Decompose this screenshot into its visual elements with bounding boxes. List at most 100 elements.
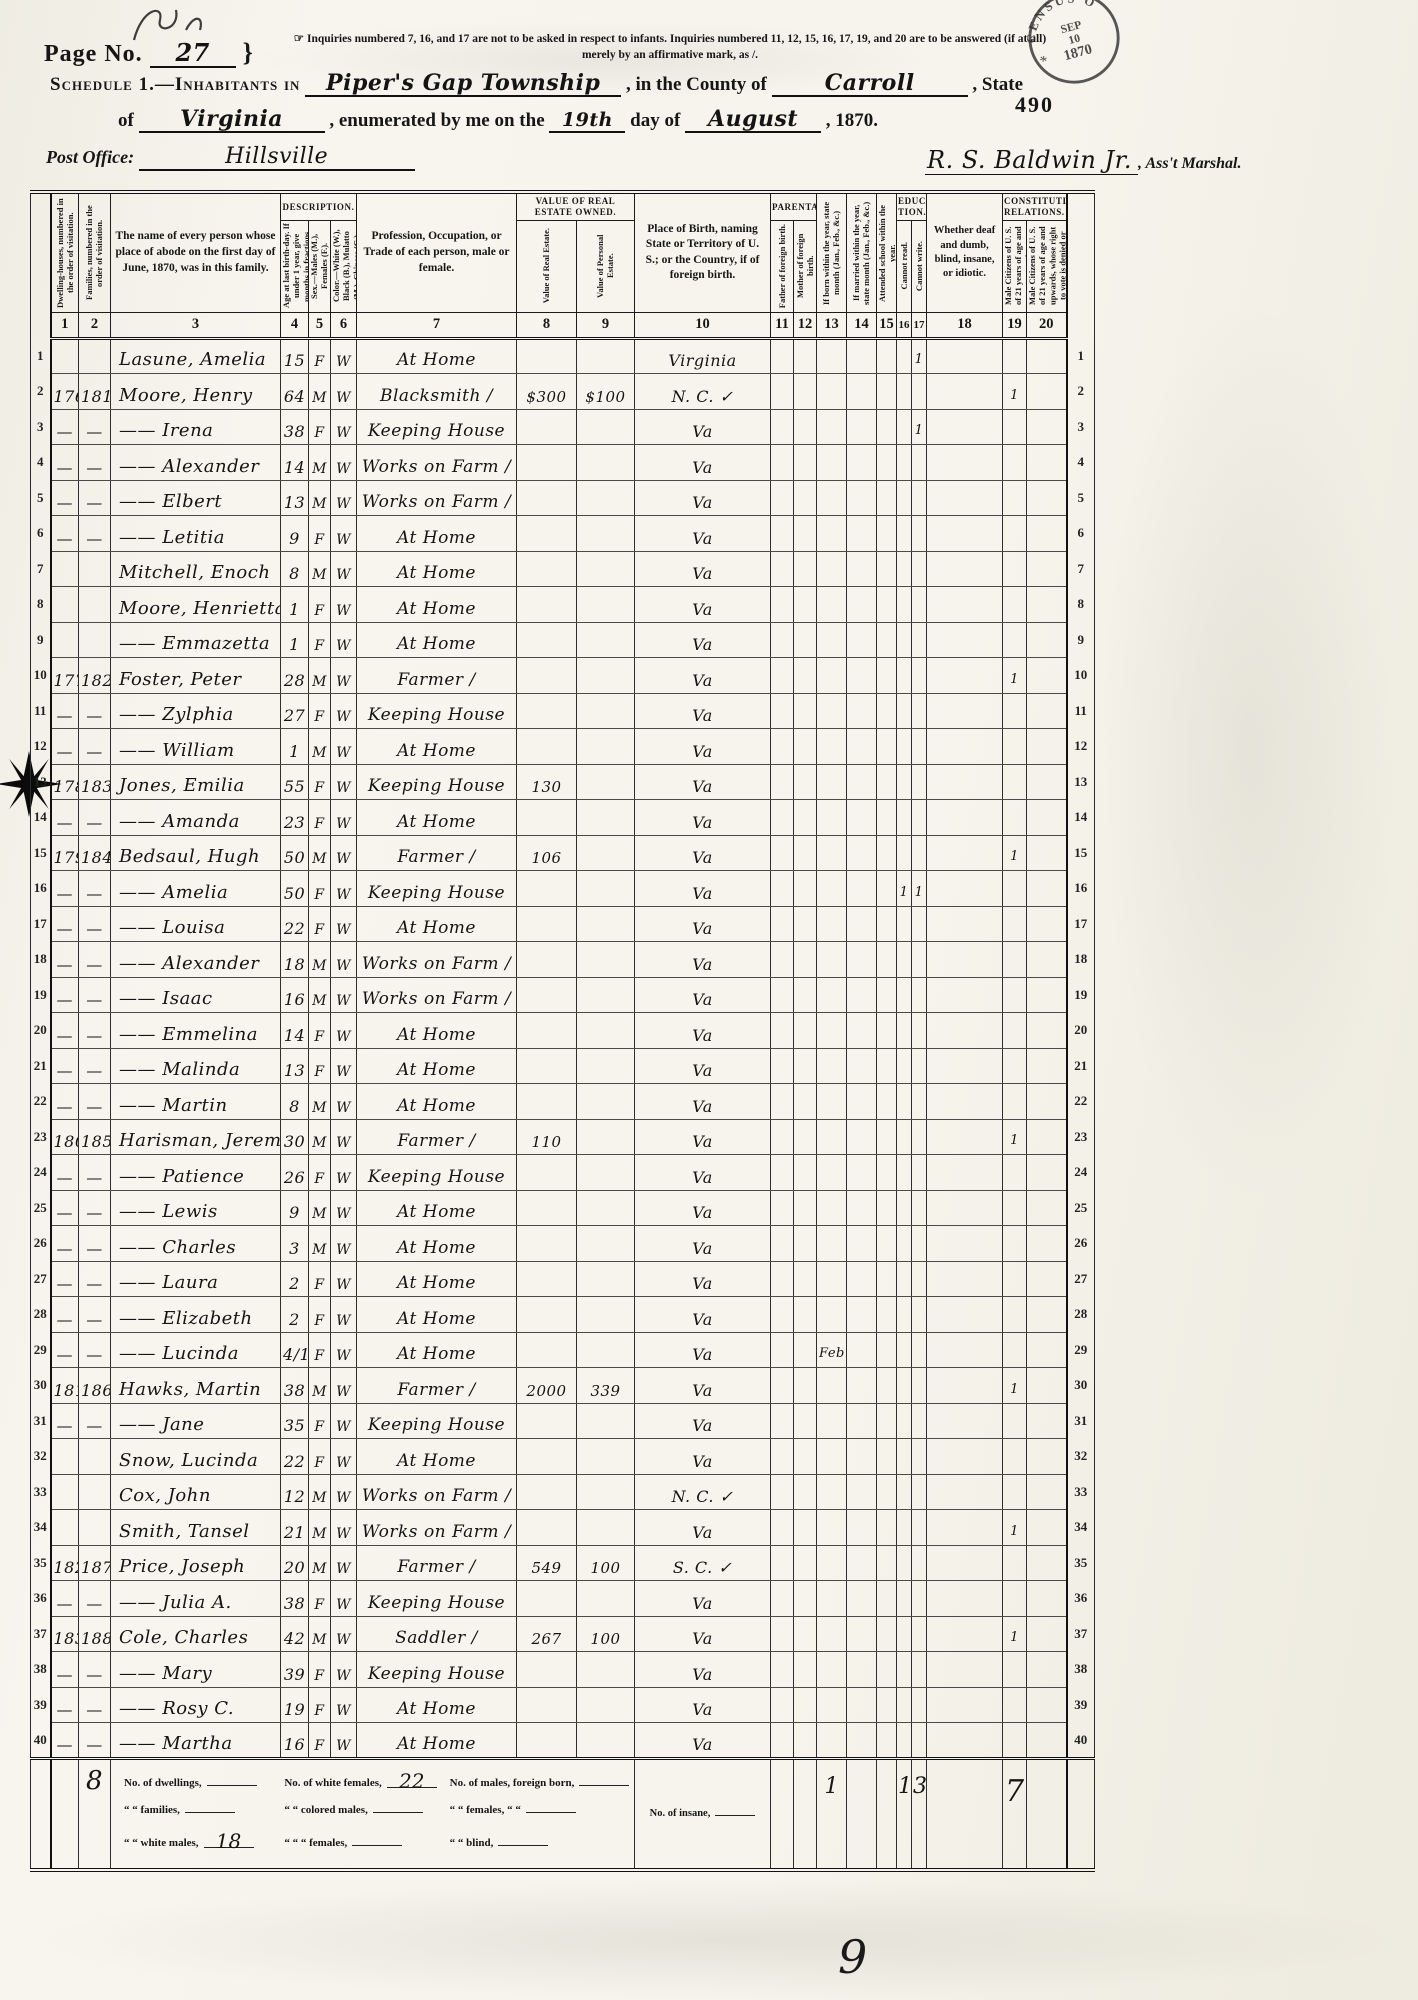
cell-deaf-dumb: [926, 1154, 1004, 1191]
table-row: 8 Moore, Henrietta 1 F W At Home Va 8: [30, 586, 1096, 623]
paper-smudge: [40, 1880, 1400, 2000]
cell-vote-denied: [1026, 1580, 1067, 1617]
row-number-left: 11: [30, 693, 52, 729]
cell-father-foreign: [770, 1474, 795, 1510]
cell-born-month: [816, 622, 848, 658]
post-office-label: Post Office:: [46, 147, 135, 167]
cell-real-estate: [516, 1403, 578, 1439]
stamp-month: SEP: [1059, 19, 1083, 36]
cell-color: W: [330, 1332, 358, 1368]
cell-vote-denied: [1026, 693, 1067, 729]
cell-father-foreign: [770, 1119, 795, 1155]
cell-name: —— Isaac: [110, 977, 281, 1013]
cell-name: —— Charles: [110, 1225, 281, 1262]
cell-personal-estate: [576, 728, 636, 765]
cell-birthplace: Virginia: [634, 338, 772, 374]
table-row: 18 — — —— Alexander 18 M W Works on Farm…: [30, 941, 1096, 978]
cell-sex: M: [308, 1119, 331, 1155]
table-row: 36 — — —— Julia A. 38 F W Keeping House …: [30, 1580, 1096, 1617]
county-value: Carroll: [771, 72, 968, 97]
schedule-line-2: of Virginia , enumerated by me on the 19…: [118, 108, 878, 133]
cell-age: 13: [280, 1048, 309, 1084]
summary-dwelling-cell: [50, 1756, 79, 1872]
cell-born-month: [816, 977, 848, 1013]
cell-color: W: [330, 693, 358, 729]
cell-school: [876, 1225, 898, 1262]
cell-color: W: [330, 444, 358, 481]
cell-married-month: [846, 444, 878, 481]
cell-born-month: Feb: [816, 1332, 848, 1368]
cell-school: [876, 906, 898, 942]
cell-dwelling-number: —: [50, 1261, 79, 1297]
cell-mother-foreign: [793, 1225, 818, 1262]
pen-squiggle: [132, 9, 202, 41]
cell-sex: F: [308, 1261, 331, 1297]
cell-birthplace: Va: [634, 1332, 772, 1368]
cell-vote-denied: [1026, 1474, 1067, 1510]
cell-cannot-read: [896, 409, 913, 445]
cell-name: —— Amelia: [110, 870, 281, 907]
cell-real-estate: [516, 1580, 578, 1617]
cell-vote-denied: [1026, 444, 1067, 481]
cell-occupation: Keeping House: [356, 1580, 518, 1617]
cell-age: 13: [280, 480, 309, 516]
cell-deaf-dumb: [926, 941, 1004, 978]
cell-sex: M: [308, 728, 331, 765]
cell-father-foreign: [770, 373, 795, 410]
cell-married-month: [846, 1190, 878, 1226]
cell-dwelling-number: —: [50, 1012, 79, 1049]
cell-name: —— Zylphia: [110, 693, 281, 729]
row-number-right: 16: [1065, 870, 1096, 906]
cell-father-foreign: [770, 1083, 795, 1120]
cell-cannot-read: [896, 657, 913, 694]
cell-school: [876, 444, 898, 481]
cell-married-month: [846, 622, 878, 658]
cell-cannot-read: [896, 835, 913, 871]
col-header-school: Attended school within the year.: [876, 191, 898, 313]
cell-vote-denied: [1026, 1509, 1067, 1546]
cell-personal-estate: [576, 1190, 636, 1226]
cell-school: [876, 1545, 898, 1581]
cell-family-number: —: [78, 1261, 111, 1297]
col-header-families: Families, numbered in the order of visit…: [78, 191, 111, 313]
cell-mother-foreign: [793, 728, 818, 765]
cell-age: 16: [280, 1722, 309, 1759]
cell-birthplace: Va: [634, 1722, 772, 1759]
cell-birthplace: Va: [634, 977, 772, 1013]
printed-page-number: 490: [1015, 92, 1054, 117]
cell-sex: F: [308, 764, 331, 800]
cell-color: W: [330, 1261, 358, 1297]
cell-name: —— Laura: [110, 1261, 281, 1297]
cell-color: W: [330, 409, 358, 445]
cell-father-foreign: [770, 657, 795, 694]
page-no-value: 27: [149, 41, 236, 68]
cell-cannot-write: 1: [911, 338, 928, 374]
cell-school: [876, 1296, 898, 1333]
cell-deaf-dumb: [926, 1722, 1004, 1759]
cell-sex: F: [308, 1722, 331, 1759]
row-number-right: 3: [1065, 409, 1096, 445]
cell-name: —— Lewis: [110, 1190, 281, 1226]
summary-item: “ “ white males, 18: [124, 1831, 284, 1851]
cell-father-foreign: [770, 480, 795, 516]
cell-vote-denied: [1026, 870, 1067, 907]
summary-item: “ “ families,: [124, 1804, 284, 1816]
cell-father-foreign: [770, 1509, 795, 1546]
cell-dwelling-number: —: [50, 1296, 79, 1333]
paper-smudge: [1100, 300, 1400, 1200]
cell-family-number: —: [78, 870, 111, 907]
cell-color: W: [330, 870, 358, 907]
cell-married-month: [846, 1687, 878, 1723]
cell-born-month: [816, 1083, 848, 1120]
cell-name: Hawks, Martin: [110, 1367, 281, 1404]
stamp-day: 10: [1067, 32, 1081, 47]
cell-cannot-read: [896, 1474, 913, 1510]
cell-school: [876, 657, 898, 694]
cell-married-month: [846, 1474, 878, 1510]
cell-school: [876, 1154, 898, 1191]
cell-deaf-dumb: [926, 1119, 1004, 1155]
cell-birthplace: Va: [634, 444, 772, 481]
marshal-signature-line: R. S. Baldwin Jr., Ass't Marshal.: [925, 146, 1242, 175]
cell-vote-denied: [1026, 1545, 1067, 1581]
cell-born-month: [816, 1474, 848, 1510]
